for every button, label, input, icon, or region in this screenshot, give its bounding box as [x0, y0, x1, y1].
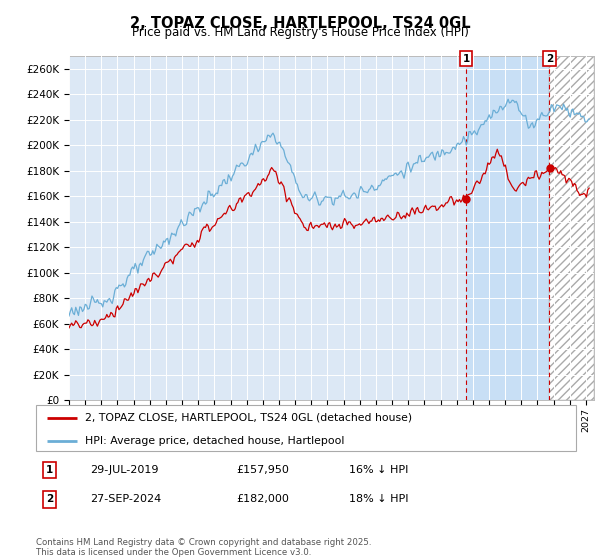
FancyBboxPatch shape	[36, 405, 576, 451]
Text: Price paid vs. HM Land Registry's House Price Index (HPI): Price paid vs. HM Land Registry's House …	[131, 26, 469, 39]
Text: HPI: Average price, detached house, Hartlepool: HPI: Average price, detached house, Hart…	[85, 436, 344, 446]
Text: 1: 1	[463, 54, 470, 63]
Text: £157,950: £157,950	[236, 465, 289, 475]
Bar	[466, 56, 550, 400]
Text: 2: 2	[46, 494, 53, 505]
Text: 27-SEP-2024: 27-SEP-2024	[90, 494, 161, 505]
Text: 18% ↓ HPI: 18% ↓ HPI	[349, 494, 409, 505]
Bar	[550, 56, 594, 400]
Text: 2, TOPAZ CLOSE, HARTLEPOOL, TS24 0GL (detached house): 2, TOPAZ CLOSE, HARTLEPOOL, TS24 0GL (de…	[85, 413, 412, 423]
Text: 29-JUL-2019: 29-JUL-2019	[90, 465, 158, 475]
Text: 2: 2	[546, 54, 553, 63]
Text: 2, TOPAZ CLOSE, HARTLEPOOL, TS24 0GL: 2, TOPAZ CLOSE, HARTLEPOOL, TS24 0GL	[130, 16, 470, 31]
Text: 1: 1	[46, 465, 53, 475]
Text: £182,000: £182,000	[236, 494, 289, 505]
Text: 16% ↓ HPI: 16% ↓ HPI	[349, 465, 409, 475]
Bar	[550, 56, 594, 400]
Text: Contains HM Land Registry data © Crown copyright and database right 2025.
This d: Contains HM Land Registry data © Crown c…	[36, 538, 371, 557]
